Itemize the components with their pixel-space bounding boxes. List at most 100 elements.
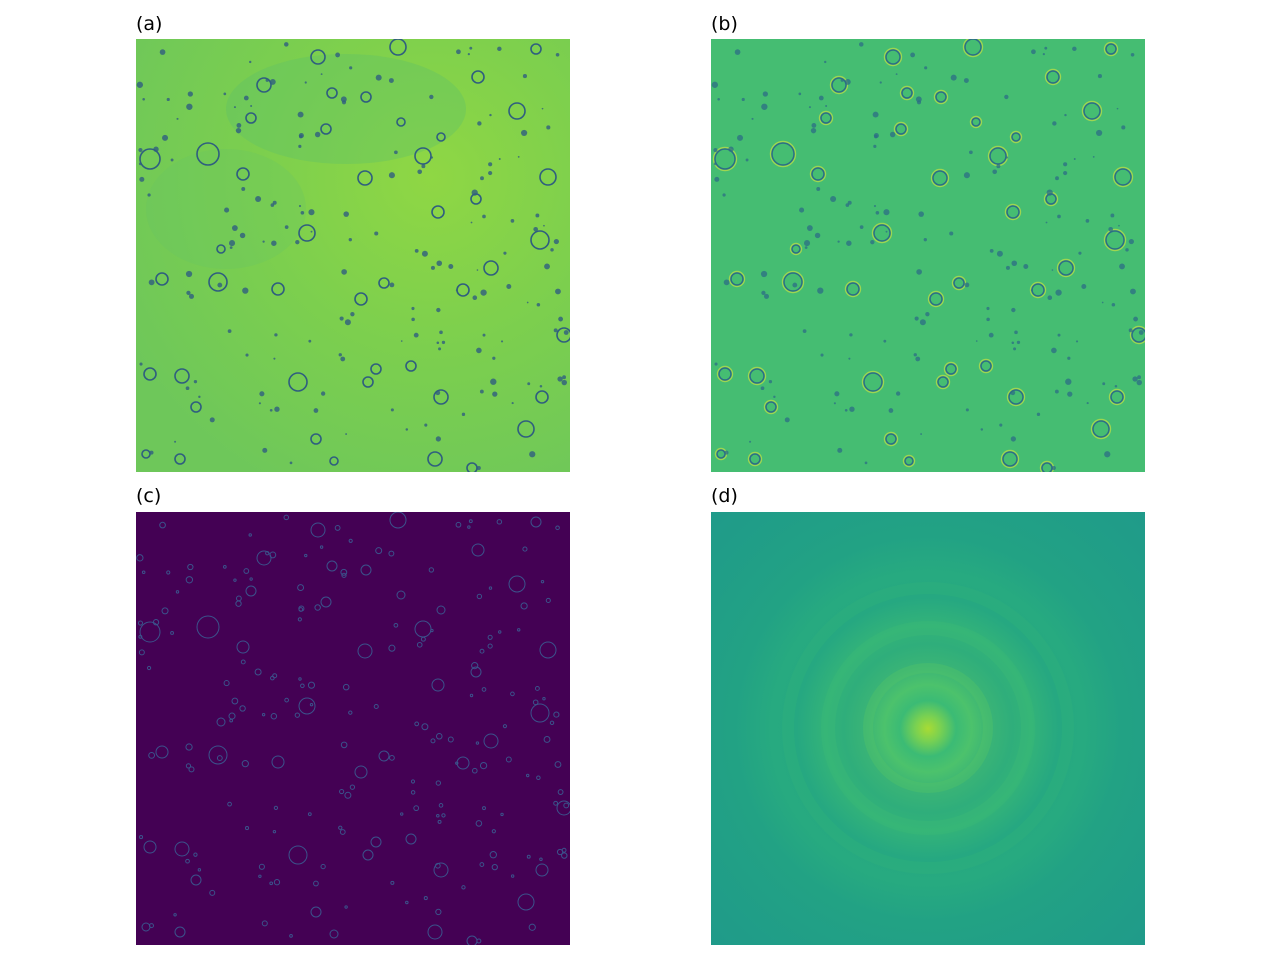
particle-a xyxy=(430,156,434,159)
particle-edge-c xyxy=(161,607,169,615)
particle-b xyxy=(919,319,926,326)
particle-edge-c xyxy=(405,833,417,845)
particle-b xyxy=(741,97,745,102)
particle-b xyxy=(1121,125,1126,130)
particle-a xyxy=(429,94,434,100)
particle-a xyxy=(476,466,481,471)
particle-edge-c xyxy=(326,560,338,572)
particle-edge-c xyxy=(543,736,551,743)
particle-edge-c xyxy=(288,845,308,865)
particle-edge-c xyxy=(517,628,521,632)
particle-b xyxy=(773,395,776,399)
particle-a xyxy=(288,372,308,392)
particle-a xyxy=(527,382,531,386)
particle-b xyxy=(945,363,957,375)
particle-b xyxy=(831,77,847,93)
particle-a xyxy=(174,453,186,465)
particle-b xyxy=(1030,289,1033,292)
particle-halo-b xyxy=(883,47,903,67)
particle-b xyxy=(847,200,852,205)
particle-b xyxy=(1105,230,1125,250)
particle-b xyxy=(873,134,878,139)
particle-b xyxy=(963,78,969,83)
particle-a xyxy=(536,303,541,307)
particle-edge-c xyxy=(557,789,564,795)
particle-a xyxy=(262,447,268,453)
particle-edge-c xyxy=(139,621,161,643)
particle-b xyxy=(1138,330,1144,335)
particle-edge-c xyxy=(389,512,407,529)
particle-b xyxy=(713,147,718,153)
particle-edge-c xyxy=(174,926,186,938)
particle-a xyxy=(190,401,202,413)
particle-a xyxy=(479,389,484,394)
particle-b xyxy=(810,127,817,134)
particle-b xyxy=(953,277,965,289)
particle-a xyxy=(394,150,398,155)
particle-a xyxy=(256,77,272,93)
particle-a xyxy=(421,164,426,169)
particle-a xyxy=(436,132,446,142)
particle-a xyxy=(529,451,536,458)
particle-a xyxy=(539,168,557,186)
particle-b xyxy=(1083,102,1101,120)
particle-b xyxy=(749,368,765,384)
particle-edge-c xyxy=(231,697,239,705)
particle-b xyxy=(751,117,754,120)
particle-b xyxy=(1063,162,1068,167)
particle-edge-c xyxy=(307,681,316,689)
particle-b xyxy=(1110,213,1115,218)
particle-halo-b xyxy=(1056,258,1076,278)
particle-b xyxy=(1051,347,1057,354)
particle-edge-c xyxy=(233,578,237,582)
particle-edge-c xyxy=(433,862,449,878)
particle-a xyxy=(417,169,423,175)
particle-b xyxy=(935,91,947,103)
particle-b xyxy=(999,423,1003,427)
particle-b xyxy=(885,230,888,233)
particle-edge-c xyxy=(556,800,570,816)
particle-a xyxy=(343,211,349,217)
particle-b xyxy=(889,131,896,138)
particle-edge-c xyxy=(410,779,416,784)
particle-edge-c xyxy=(471,767,478,774)
particle-a xyxy=(176,117,179,120)
particle-b xyxy=(1096,129,1103,137)
particle-halo-b xyxy=(933,89,949,105)
particle-edge-c xyxy=(430,738,436,744)
particle-edge-c xyxy=(423,896,428,901)
particle-edge-c xyxy=(436,605,446,615)
particle-b xyxy=(879,81,882,84)
particle-a xyxy=(344,319,351,326)
particle-a xyxy=(521,129,528,137)
particle-a xyxy=(227,329,232,334)
particle-b xyxy=(714,176,720,182)
panel-b-filtered-hologram xyxy=(711,39,1145,472)
particle-edge-c xyxy=(284,697,289,703)
particle-a xyxy=(236,167,250,181)
particle-b xyxy=(1058,260,1074,276)
particle-a xyxy=(155,272,169,286)
particle-edge-c xyxy=(413,805,420,812)
particle-a xyxy=(424,423,428,427)
particle-b xyxy=(830,195,837,202)
particle-b xyxy=(864,461,868,465)
particle-a xyxy=(320,123,332,135)
particle-b xyxy=(723,279,730,286)
particle-edge-c xyxy=(138,634,143,639)
particle-edge-c xyxy=(447,736,454,743)
particle-a xyxy=(273,357,276,360)
particle-b xyxy=(870,239,875,245)
particle-b xyxy=(1046,70,1060,84)
particle-b xyxy=(1046,189,1053,196)
particle-a xyxy=(313,408,319,413)
particle-a xyxy=(546,125,551,130)
panel-c-edge-map xyxy=(136,512,570,945)
particle-a xyxy=(259,391,265,397)
particle-b xyxy=(1111,303,1116,307)
particle-b xyxy=(1104,451,1111,458)
particle-b xyxy=(728,146,734,152)
particle-edge-c xyxy=(431,678,445,692)
particle-edge-c xyxy=(223,680,230,687)
particle-b xyxy=(1102,382,1106,386)
